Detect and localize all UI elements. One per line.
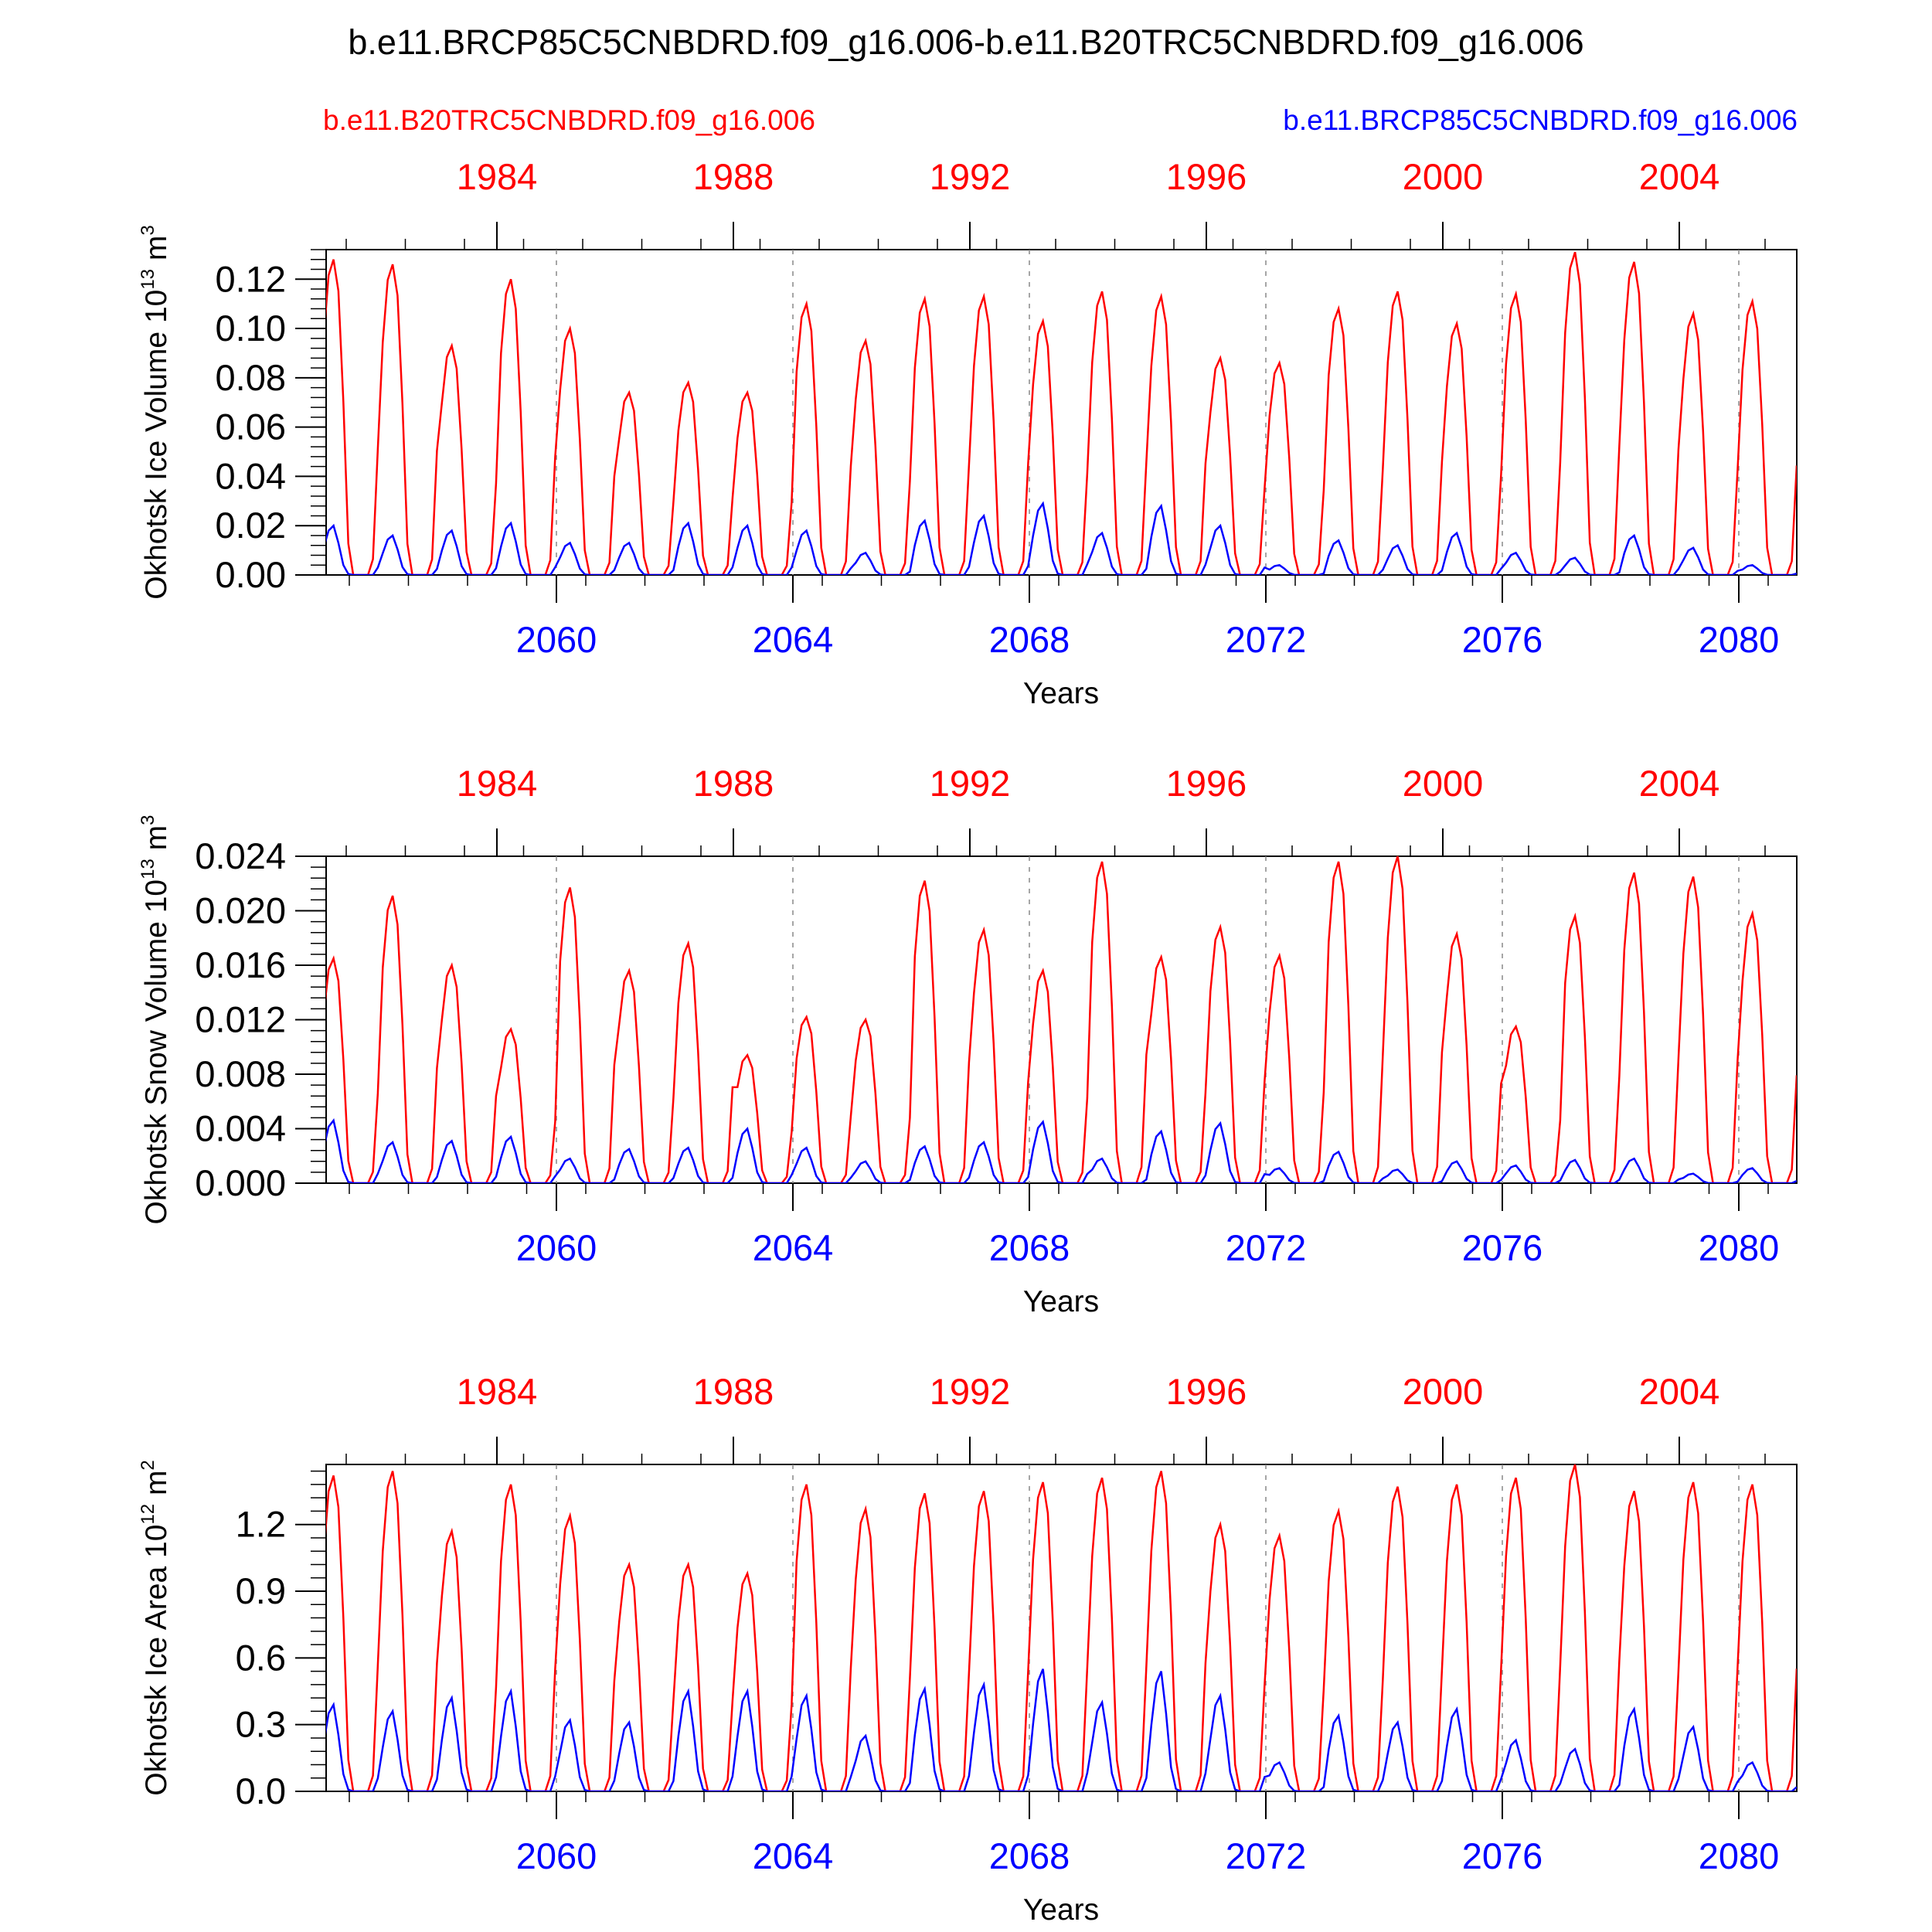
top-year-label: 2000: [1403, 156, 1484, 197]
x-axis-label: Years: [1023, 1893, 1099, 1927]
series-line-historical: [326, 855, 1797, 1183]
bottom-year-label: 2076: [1462, 1835, 1543, 1876]
bottom-year-label: 2060: [516, 1835, 597, 1876]
bottom-year-label: 2080: [1699, 1227, 1780, 1268]
top-year-label: 1984: [457, 156, 538, 197]
top-year-label: 1996: [1166, 156, 1247, 197]
top-year-label: 1984: [457, 763, 538, 804]
top-year-label: 2004: [1639, 1371, 1720, 1412]
y-tick-label: 0.9: [236, 1570, 286, 1611]
bottom-year-label: 2068: [989, 619, 1070, 660]
y-tick-label: 0.020: [195, 890, 286, 931]
plot-frame: [325, 1464, 1798, 1792]
y-tick-label: 0.004: [195, 1108, 286, 1149]
top-year-label: 1988: [693, 1371, 774, 1412]
y-tick-label: 0.12: [216, 258, 286, 299]
y-tick-label: 0.0: [236, 1770, 286, 1811]
y-tick-label: 0.012: [195, 999, 286, 1040]
top-year-label: 2000: [1403, 763, 1484, 804]
top-year-label: 1988: [693, 156, 774, 197]
top-year-label: 1984: [457, 1371, 538, 1412]
y-tick-label: 0.6: [236, 1637, 286, 1678]
y-tick-label: 0.000: [195, 1162, 286, 1203]
series-line-rcp85: [326, 1118, 1797, 1183]
top-year-label: 1992: [930, 156, 1011, 197]
top-year-label: 2004: [1639, 156, 1720, 197]
bottom-year-label: 2072: [1226, 1835, 1307, 1876]
y-axis-label: Okhotsk Ice Area 1012 m2: [138, 1460, 173, 1796]
panel-1: 1984 1988 1992 1996 2000 2004 2060 2064 2068 2072…: [138, 156, 1798, 710]
top-year-label: 1996: [1166, 763, 1247, 804]
main-title: b.e11.BRCP85C5CNBDRD.f09_g16.006-b.e11.B…: [348, 22, 1583, 62]
top-year-label: 2000: [1403, 1371, 1484, 1412]
bottom-year-label: 2076: [1462, 1227, 1543, 1268]
bottom-year-label: 2068: [989, 1835, 1070, 1876]
top-year-label: 1996: [1166, 1371, 1247, 1412]
bottom-year-label: 2076: [1462, 619, 1543, 660]
series-line-historical: [326, 251, 1797, 575]
bottom-year-label: 2072: [1226, 1227, 1307, 1268]
y-tick-label: 0.10: [216, 308, 286, 349]
bottom-year-label: 2080: [1699, 619, 1780, 660]
series-line-rcp85: [326, 501, 1797, 575]
y-tick-label: 1.2: [236, 1504, 286, 1545]
y-axis-label: Okhotsk Snow Volume 1013 m3: [138, 815, 173, 1225]
plot-frame: [325, 855, 1798, 1184]
panel-2: 1984 1988 1992 1996 2000 2004 2060 2064 2068 2072…: [138, 763, 1798, 1318]
panels-group: 1984 1988 1992 1996 2000 2004 2060 2064 2068 2072…: [138, 156, 1798, 1927]
top-year-label: 1992: [930, 1371, 1011, 1412]
y-tick-label: 0.08: [216, 357, 286, 398]
y-tick-label: 0.008: [195, 1053, 286, 1094]
legend-label-rcp85: b.e11.BRCP85C5CNBDRD.f09_g16.006: [1283, 104, 1798, 136]
series-line-rcp85: [326, 1668, 1797, 1791]
bottom-year-label: 2064: [753, 1227, 834, 1268]
y-tick-label: 0.016: [195, 944, 286, 985]
y-tick-label: 0.06: [216, 406, 286, 447]
bottom-year-label: 2060: [516, 619, 597, 660]
bottom-year-label: 2072: [1226, 619, 1307, 660]
y-tick-label: 0.3: [236, 1704, 286, 1745]
x-axis-label: Years: [1023, 677, 1099, 710]
x-axis-label: Years: [1023, 1285, 1099, 1318]
top-year-label: 1988: [693, 763, 774, 804]
y-tick-label: 0.02: [216, 505, 286, 546]
bottom-year-label: 2064: [753, 1835, 834, 1876]
bottom-year-label: 2060: [516, 1227, 597, 1268]
bottom-year-label: 2080: [1699, 1835, 1780, 1876]
y-axis-label: Okhotsk Ice Volume 1013 m3: [138, 225, 173, 599]
y-tick-label: 0.024: [195, 835, 286, 876]
panel-3: 1984 1988 1992 1996 2000 2004 2060 2064 2068 2072…: [138, 1371, 1798, 1927]
bottom-year-label: 2068: [989, 1227, 1070, 1268]
bottom-year-label: 2064: [753, 619, 834, 660]
top-year-label: 1992: [930, 763, 1011, 804]
legend-label-historical: b.e11.B20TRC5CNBDRD.f09_g16.006: [323, 104, 815, 136]
top-year-label: 2004: [1639, 763, 1720, 804]
y-tick-label: 0.04: [216, 455, 286, 496]
series-line-historical: [326, 1464, 1797, 1791]
y-tick-label: 0.00: [216, 554, 286, 595]
plot-frame: [325, 249, 1798, 576]
